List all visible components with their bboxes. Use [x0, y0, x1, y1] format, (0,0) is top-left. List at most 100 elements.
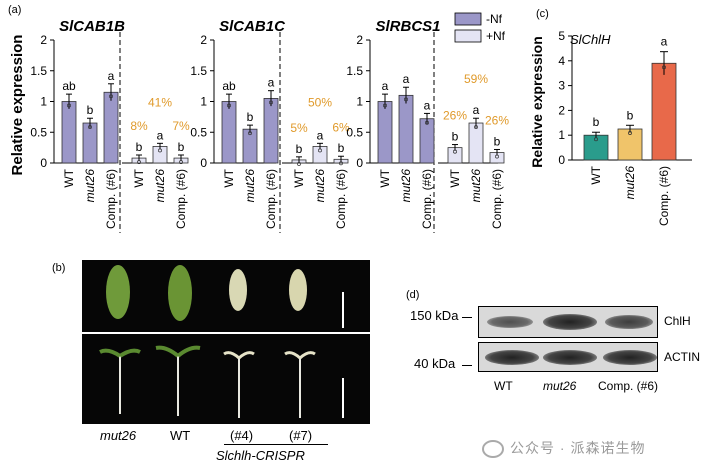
significance-label: ab	[62, 79, 76, 93]
seedling-photo	[82, 334, 370, 424]
category-label: mut26	[469, 169, 483, 203]
data-point	[158, 148, 162, 153]
bar	[617, 128, 643, 161]
data-point	[453, 149, 457, 154]
band-chlh-wt	[487, 316, 533, 328]
photo-label-crispr-4: (#4)	[230, 428, 254, 443]
blot-chlh	[478, 306, 658, 338]
y-tick-label: 1	[40, 95, 47, 109]
y-tick-label: 2	[356, 33, 363, 47]
leaf-photo	[82, 260, 370, 332]
data-point	[248, 131, 252, 136]
y-tick-label: 4	[558, 54, 565, 68]
band-chlh-comp	[605, 315, 653, 329]
legend-swatch-minus-nf	[454, 12, 482, 26]
significance-label: b	[338, 141, 345, 155]
bar	[103, 91, 119, 164]
band-chlh-mut26	[543, 314, 597, 330]
band-actin-mut26	[543, 350, 597, 365]
data-point	[297, 161, 301, 166]
bar	[377, 101, 393, 164]
wechat-icon	[482, 440, 504, 459]
data-point	[318, 148, 322, 153]
significance-label: b	[627, 108, 634, 122]
category-label: Comp. (#6)	[334, 169, 348, 229]
significance-label: a	[661, 35, 668, 49]
leaf-crispr-4	[229, 269, 247, 311]
leaf-crispr-7	[289, 269, 307, 311]
subchart-slchlh: SlChlH 0 1 2 3 4 5 b WT b mut26 a Comp. (#6)	[558, 29, 692, 226]
y-tick-label: 1.5	[190, 64, 207, 78]
data-point	[67, 103, 71, 108]
significance-label: ab	[222, 79, 236, 93]
bar	[419, 118, 435, 164]
y-tick-label: 1	[200, 95, 207, 109]
bar	[61, 101, 77, 164]
chart-title: SlCAB1B	[59, 18, 125, 35]
significance-label: b	[452, 130, 459, 144]
data-point	[425, 120, 429, 125]
y-tick-label: 2	[558, 103, 565, 117]
y-tick-label: 1	[356, 95, 363, 109]
category-label: WT	[589, 165, 603, 184]
ylabel-a: Relative expression	[9, 35, 26, 176]
percent-label: 26%	[443, 109, 467, 123]
y-tick-label: 0	[40, 156, 47, 170]
bar	[651, 62, 677, 161]
legend-label-plus-nf: +Nf	[486, 29, 506, 43]
bar	[82, 122, 98, 164]
category-label: mut26	[153, 169, 167, 203]
y-tick-label: 0.5	[30, 125, 47, 139]
data-point	[109, 94, 113, 99]
significance-label: a	[473, 103, 480, 117]
significance-label: a	[157, 128, 164, 142]
chart-title: SlCAB1C	[219, 18, 286, 35]
category-label: Comp. (#6)	[490, 169, 504, 229]
data-point	[383, 103, 387, 108]
leaf-wt	[168, 265, 192, 321]
significance-label: b	[494, 134, 501, 148]
band-actin-wt	[485, 350, 539, 365]
percent-label: 50%	[308, 95, 332, 109]
y-tick-label: 0.5	[190, 125, 207, 139]
significance-label: a	[403, 72, 410, 86]
category-label: Comp. (#6)	[104, 169, 118, 229]
ylabel-c: Relative expression	[529, 36, 545, 168]
category-label: mut26	[83, 169, 97, 203]
y-tick-label: 0	[200, 156, 207, 170]
data-point	[137, 160, 141, 165]
panel-label-b: (b)	[52, 262, 66, 274]
y-tick-label: 1	[558, 128, 565, 142]
y-tick-label: 3	[558, 79, 565, 93]
photo-label-crispr: Slchlh-CRISPR	[216, 448, 305, 463]
leaf-mut26	[106, 265, 130, 319]
percent-label: 26%	[485, 114, 509, 128]
scale-bar	[342, 292, 344, 328]
marker-150kda: 150 kDa	[410, 308, 459, 323]
category-label: mut26	[623, 166, 637, 200]
percent-label: 5%	[290, 121, 308, 135]
category-label: WT	[292, 168, 306, 187]
data-point	[269, 100, 273, 105]
category-label: mut26	[399, 169, 413, 203]
bar	[583, 134, 609, 161]
watermark-text: 公众号 · 派森诺生物	[482, 438, 645, 459]
significance-label: b	[247, 110, 254, 124]
data-point	[495, 154, 499, 159]
significance-label: b	[593, 115, 600, 129]
data-point	[474, 125, 478, 129]
category-label: WT	[132, 168, 146, 187]
lane-label-mut26: mut26	[543, 379, 577, 393]
data-point	[339, 161, 343, 166]
category-label: WT	[378, 168, 392, 187]
category-label: WT	[222, 168, 236, 187]
marker-tick-40	[462, 365, 472, 366]
category-label: Comp. (#6)	[264, 169, 278, 229]
y-tick-label: 2	[40, 33, 47, 47]
bar	[242, 128, 258, 164]
photo-label-wt: WT	[170, 428, 191, 443]
category-label: WT	[62, 168, 76, 187]
legend: -Nf +Nf	[454, 12, 506, 43]
